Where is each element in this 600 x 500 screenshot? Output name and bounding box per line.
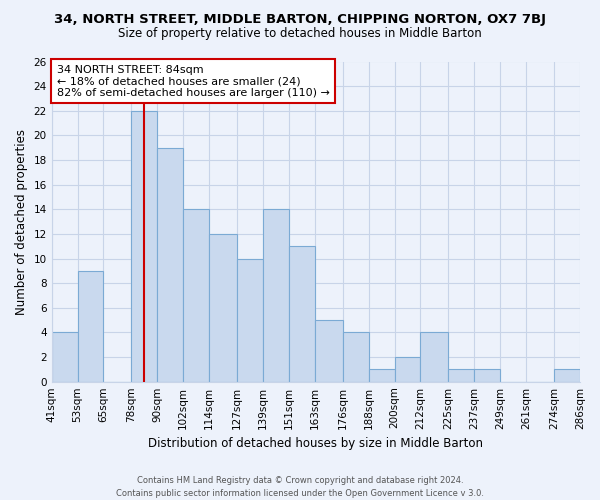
Bar — [209, 234, 237, 382]
Y-axis label: Number of detached properties: Number of detached properties — [15, 128, 28, 314]
Text: Size of property relative to detached houses in Middle Barton: Size of property relative to detached ho… — [118, 28, 482, 40]
Bar — [343, 332, 368, 382]
Bar — [448, 370, 475, 382]
Bar — [554, 370, 580, 382]
Bar — [395, 357, 421, 382]
Bar — [52, 332, 77, 382]
Bar — [131, 111, 157, 382]
Text: 34, NORTH STREET, MIDDLE BARTON, CHIPPING NORTON, OX7 7BJ: 34, NORTH STREET, MIDDLE BARTON, CHIPPIN… — [54, 12, 546, 26]
Bar — [77, 271, 103, 382]
Bar — [183, 210, 209, 382]
Bar — [315, 320, 343, 382]
Bar — [421, 332, 448, 382]
Bar — [263, 210, 289, 382]
Bar — [237, 258, 263, 382]
Text: Contains HM Land Registry data © Crown copyright and database right 2024.
Contai: Contains HM Land Registry data © Crown c… — [116, 476, 484, 498]
Text: 34 NORTH STREET: 84sqm
← 18% of detached houses are smaller (24)
82% of semi-det: 34 NORTH STREET: 84sqm ← 18% of detached… — [57, 64, 330, 98]
Bar — [289, 246, 315, 382]
X-axis label: Distribution of detached houses by size in Middle Barton: Distribution of detached houses by size … — [148, 437, 484, 450]
Bar — [157, 148, 183, 382]
Bar — [475, 370, 500, 382]
Bar — [368, 370, 395, 382]
